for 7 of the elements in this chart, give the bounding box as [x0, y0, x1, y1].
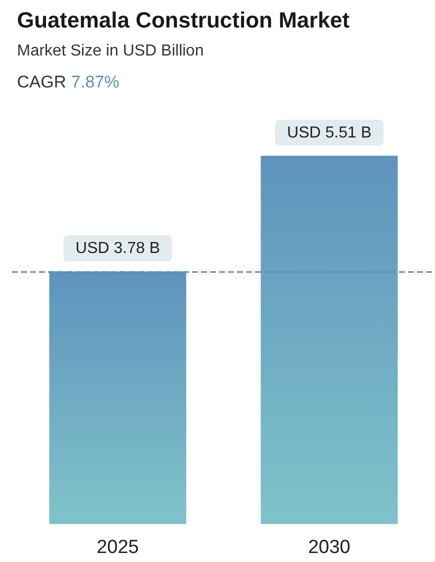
x-tick-label: 2025: [96, 537, 139, 558]
data-label: USD 5.51 B: [287, 124, 372, 142]
data-label: USD 3.78 B: [76, 240, 160, 257]
text: CAGR 7.87%: [17, 72, 120, 92]
x-tick-label: 2030: [308, 537, 350, 558]
chart-title: Guatemala Construction Market: [17, 8, 350, 32]
chart-subtitle: Market Size in USD Billion: [17, 42, 204, 60]
